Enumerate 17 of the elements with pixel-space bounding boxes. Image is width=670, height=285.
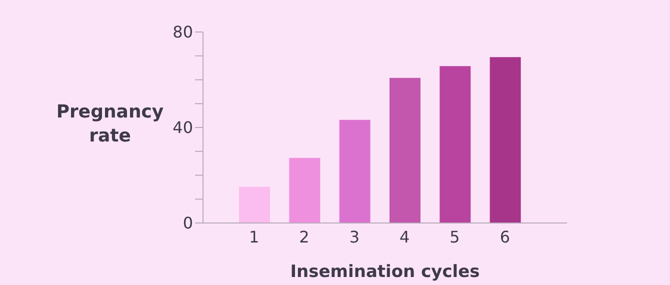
- x-tick-label: 1: [248, 227, 260, 246]
- bar: [339, 120, 370, 223]
- x-axis-title: Insemination cycles: [290, 262, 480, 282]
- bar: [390, 78, 420, 223]
- x-tick-label: 4: [399, 227, 410, 246]
- bar: [289, 158, 320, 223]
- y-axis-title: Pregnancy rate: [56, 102, 164, 146]
- y-tick-label: 0: [182, 214, 193, 233]
- x-tick-label: 2: [299, 227, 310, 246]
- y-tick-label: 40: [172, 118, 193, 138]
- x-tick-label: 5: [450, 227, 460, 246]
- bar: [239, 186, 270, 223]
- x-tick-label: 6: [500, 227, 510, 246]
- y-tick-label: 80: [172, 22, 193, 42]
- x-tick-label: 3: [349, 227, 360, 246]
- bar: [490, 57, 521, 223]
- bar: [440, 66, 471, 223]
